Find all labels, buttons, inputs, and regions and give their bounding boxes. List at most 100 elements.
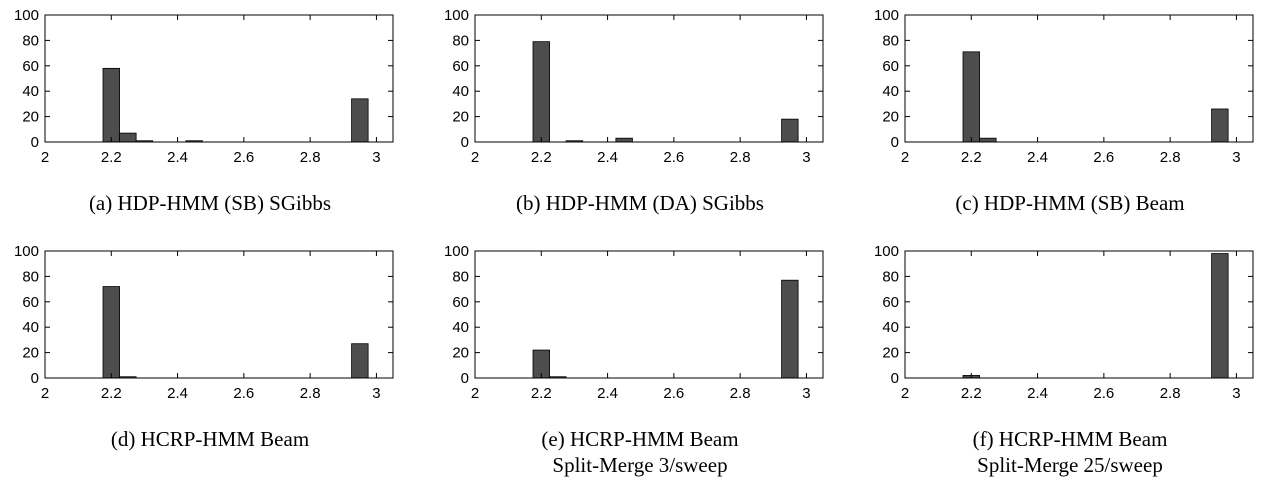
- caption-e-line-1: (e) HCRP-HMM Beam: [541, 427, 739, 451]
- y-tick-label-f-0: 0: [891, 370, 899, 387]
- x-tick-label-d-5: 3: [372, 385, 380, 402]
- plot-frame-e: [474, 250, 824, 379]
- plot-frame-a: [44, 14, 394, 143]
- y-tick-label-a-0: 0: [31, 134, 39, 151]
- plot-frame-d: [44, 250, 394, 379]
- y-tick-label-b-4: 80: [452, 32, 469, 49]
- y-tick-label-e-1: 20: [452, 345, 469, 362]
- y-tick-label-d-5: 100: [14, 243, 39, 260]
- x-tick-label-f-1: 2.2: [961, 385, 982, 402]
- y-tick-label-d-0: 0: [31, 370, 39, 387]
- panel-a: 0 20 40 60 80 100 2 2.2 2.4 2.6 2.8 3 (a) HDP-HMM (…: [0, 0, 420, 243]
- x-tick-label-d-3: 2.6: [233, 385, 254, 402]
- plot-frame-b: [474, 14, 824, 143]
- y-tick-label-d-1: 20: [22, 345, 39, 362]
- histogram-e: 0 20 40 60 80 100 2 2.2 2.4 2.6 2.8 3: [444, 243, 824, 402]
- x-tick-label-c-4: 2.8: [1160, 149, 1181, 166]
- bar-b-2: [615, 137, 633, 143]
- y-tick-label-f-3: 60: [882, 294, 899, 311]
- panel-f: 0 20 40 60 80 100 2 2.2 2.4 2.6 2.8 3 (f) HCRP-HMM …: [860, 236, 1263, 479]
- x-tick-label-a-3: 2.6: [233, 149, 254, 166]
- caption-d: (d) HCRP-HMM Beam: [0, 426, 420, 452]
- bar-b-3: [781, 118, 799, 143]
- y-tick-label-f-2: 40: [882, 319, 899, 336]
- x-tick-label-f-0: 2: [901, 385, 909, 402]
- y-tick-label-a-4: 80: [22, 32, 39, 49]
- y-tick-label-f-5: 100: [874, 243, 899, 260]
- x-tick-label-e-0: 2: [471, 385, 479, 402]
- y-tick-label-c-1: 20: [882, 109, 899, 126]
- y-tick-label-e-0: 0: [461, 370, 469, 387]
- x-tick-label-b-0: 2: [471, 149, 479, 166]
- bar-a-1: [119, 132, 137, 143]
- bar-b-0: [532, 41, 550, 143]
- bar-c-0: [962, 51, 980, 143]
- panel-b: 0 20 40 60 80 100 2 2.2 2.4 2.6 2.8 3 (b) HDP-HMM (…: [430, 0, 850, 243]
- bar-a-0: [102, 67, 120, 143]
- caption-a: (a) HDP-HMM (SB) SGibbs: [0, 190, 420, 216]
- x-tick-label-c-1: 2.2: [961, 149, 982, 166]
- bar-a-4: [351, 98, 369, 143]
- caption-e: (e) HCRP-HMM Beam Split-Merge 3/sweep: [430, 426, 850, 478]
- y-tick-label-b-2: 40: [452, 83, 469, 100]
- x-tick-label-f-2: 2.4: [1027, 385, 1048, 402]
- histogram-a: 0 20 40 60 80 100 2 2.2 2.4 2.6 2.8 3: [14, 7, 394, 166]
- y-tick-label-f-4: 80: [882, 268, 899, 285]
- x-tick-label-f-4: 2.8: [1160, 385, 1181, 402]
- x-tick-label-b-1: 2.2: [531, 149, 552, 166]
- x-tick-label-e-3: 2.6: [663, 385, 684, 402]
- y-tick-label-e-4: 80: [452, 268, 469, 285]
- x-tick-label-a-2: 2.4: [167, 149, 188, 166]
- x-tick-label-b-3: 2.6: [663, 149, 684, 166]
- caption-f: (f) HCRP-HMM Beam Split-Merge 25/sweep: [860, 426, 1263, 478]
- y-tick-label-a-5: 100: [14, 7, 39, 24]
- caption-c: (c) HDP-HMM (SB) Beam: [860, 190, 1263, 216]
- y-tick-label-d-2: 40: [22, 319, 39, 336]
- panel-d: 0 20 40 60 80 100 2 2.2 2.4 2.6 2.8 3 (d) HCRP-HMM …: [0, 236, 420, 479]
- y-tick-label-a-1: 20: [22, 109, 39, 126]
- y-tick-label-c-0: 0: [891, 134, 899, 151]
- x-tick-label-f-5: 3: [1232, 385, 1240, 402]
- caption-c-line-1: (c) HDP-HMM (SB) Beam: [955, 191, 1185, 215]
- y-tick-label-e-2: 40: [452, 319, 469, 336]
- panel-e: 0 20 40 60 80 100 2 2.2 2.4 2.6 2.8 3 (e) HCRP-HMM …: [430, 236, 850, 479]
- x-tick-label-b-5: 3: [802, 149, 810, 166]
- y-tick-label-b-1: 20: [452, 109, 469, 126]
- bar-e-2: [781, 279, 799, 379]
- plot-frame-c: [904, 14, 1254, 143]
- x-tick-label-e-1: 2.2: [531, 385, 552, 402]
- x-tick-label-a-1: 2.2: [101, 149, 122, 166]
- x-tick-label-a-4: 2.8: [300, 149, 321, 166]
- x-tick-label-e-2: 2.4: [597, 385, 618, 402]
- caption-f-line-2: Split-Merge 25/sweep: [977, 453, 1163, 477]
- x-tick-label-c-5: 3: [1232, 149, 1240, 166]
- x-tick-label-d-0: 2: [41, 385, 49, 402]
- y-tick-label-f-1: 20: [882, 345, 899, 362]
- x-tick-label-d-1: 2.2: [101, 385, 122, 402]
- y-tick-label-a-3: 60: [22, 58, 39, 75]
- x-tick-label-b-4: 2.8: [730, 149, 751, 166]
- y-tick-label-b-3: 60: [452, 58, 469, 75]
- x-tick-label-c-3: 2.6: [1093, 149, 1114, 166]
- y-tick-label-d-3: 60: [22, 294, 39, 311]
- y-tick-label-e-5: 100: [444, 243, 469, 260]
- bar-c-2: [1211, 108, 1229, 143]
- x-tick-label-e-5: 3: [802, 385, 810, 402]
- x-tick-label-f-3: 2.6: [1093, 385, 1114, 402]
- bar-c-1: [979, 137, 997, 143]
- histogram-b: 0 20 40 60 80 100 2 2.2 2.4 2.6 2.8 3: [444, 7, 824, 166]
- y-tick-label-c-3: 60: [882, 58, 899, 75]
- x-tick-label-d-2: 2.4: [167, 385, 188, 402]
- y-tick-label-e-3: 60: [452, 294, 469, 311]
- x-tick-label-a-5: 3: [372, 149, 380, 166]
- x-tick-label-d-4: 2.8: [300, 385, 321, 402]
- y-tick-label-c-5: 100: [874, 7, 899, 24]
- x-tick-label-c-0: 2: [901, 149, 909, 166]
- caption-a-line-1: (a) HDP-HMM (SB) SGibbs: [88, 191, 332, 215]
- bar-d-0: [102, 286, 120, 379]
- y-tick-label-c-4: 80: [882, 32, 899, 49]
- caption-b: (b) HDP-HMM (DA) SGibbs: [430, 190, 850, 216]
- caption-e-line-2: Split-Merge 3/sweep: [552, 453, 728, 477]
- y-tick-label-c-2: 40: [882, 83, 899, 100]
